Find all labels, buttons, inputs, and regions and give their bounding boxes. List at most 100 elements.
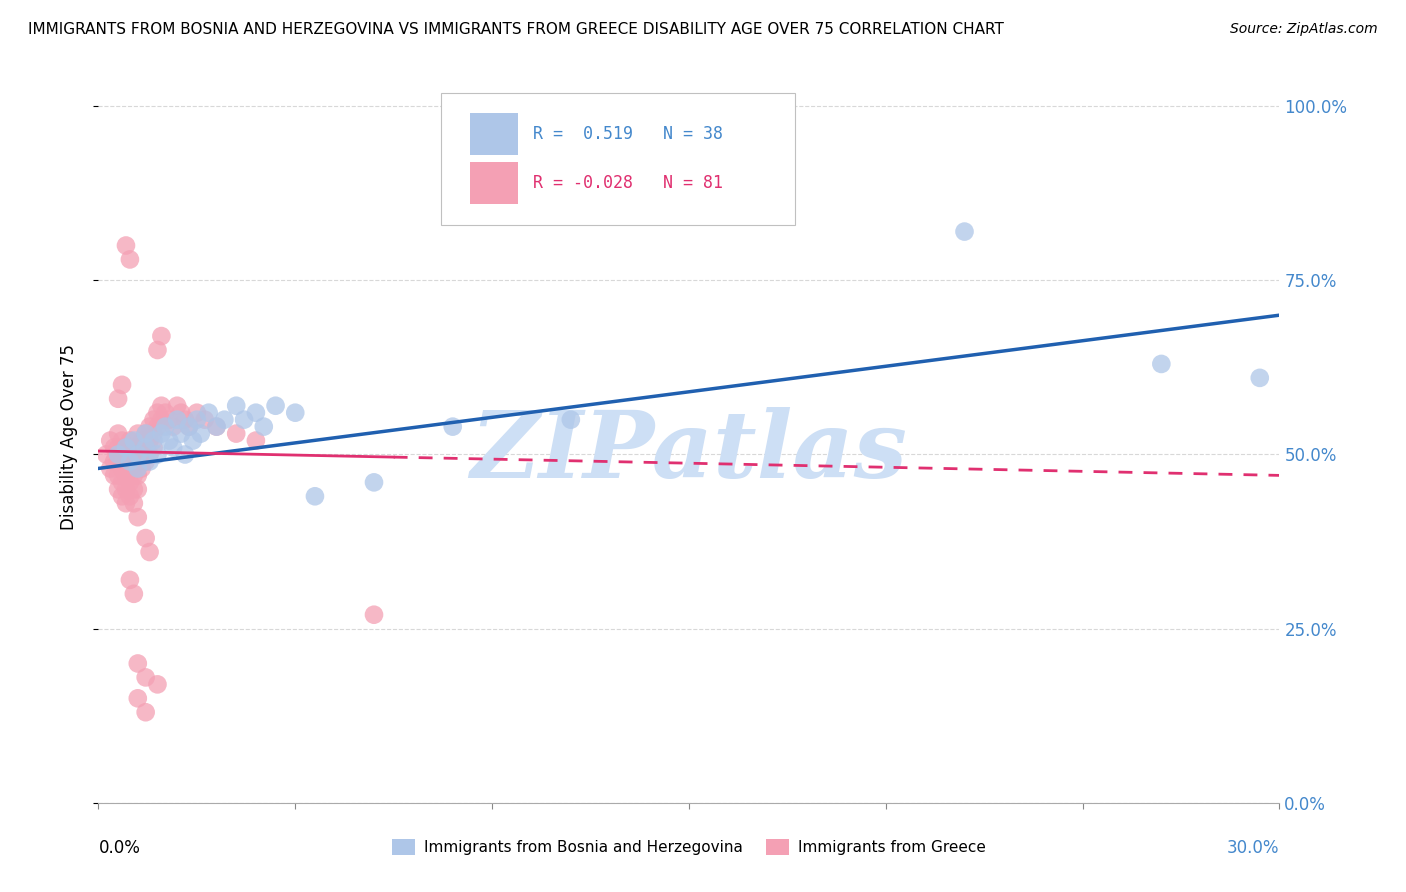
Point — [135, 441, 157, 455]
Point — [284, 406, 307, 420]
Point — [115, 454, 138, 468]
Point — [174, 448, 197, 462]
Point — [115, 483, 138, 497]
Point — [127, 510, 149, 524]
Point — [135, 531, 157, 545]
Point — [122, 468, 145, 483]
Point — [98, 461, 121, 475]
Point — [146, 343, 169, 357]
Point — [150, 412, 173, 426]
Point — [111, 377, 134, 392]
Point — [166, 412, 188, 426]
Point — [135, 441, 157, 455]
Point — [127, 454, 149, 468]
Point — [127, 483, 149, 497]
Point — [194, 412, 217, 426]
Point — [135, 705, 157, 719]
Point — [111, 448, 134, 462]
Text: R =  0.519   N = 38: R = 0.519 N = 38 — [533, 125, 723, 144]
Point — [131, 434, 153, 448]
Point — [155, 406, 177, 420]
Point — [170, 426, 193, 441]
Point — [122, 587, 145, 601]
Point — [363, 607, 385, 622]
Point — [122, 434, 145, 448]
Point — [162, 419, 184, 434]
Point — [107, 392, 129, 406]
Point — [166, 399, 188, 413]
Point — [233, 412, 256, 426]
Point — [1249, 371, 1271, 385]
Point — [107, 454, 129, 468]
Text: 0.0%: 0.0% — [98, 839, 141, 857]
Point — [111, 489, 134, 503]
Point — [146, 448, 169, 462]
Point — [225, 399, 247, 413]
Point — [138, 545, 160, 559]
Point — [560, 412, 582, 426]
Point — [111, 461, 134, 475]
Point — [111, 475, 134, 490]
Point — [181, 434, 204, 448]
Point — [127, 468, 149, 483]
Point — [953, 225, 976, 239]
Point — [138, 434, 160, 448]
Point — [107, 483, 129, 497]
Point — [157, 434, 180, 448]
Point — [103, 454, 125, 468]
Point — [155, 419, 177, 434]
Point — [107, 468, 129, 483]
Point — [122, 496, 145, 510]
Point — [138, 448, 160, 462]
Legend: Immigrants from Bosnia and Herzegovina, Immigrants from Greece: Immigrants from Bosnia and Herzegovina, … — [385, 833, 993, 861]
Point — [127, 426, 149, 441]
FancyBboxPatch shape — [471, 113, 517, 155]
Point — [177, 419, 200, 434]
Y-axis label: Disability Age Over 75: Disability Age Over 75 — [59, 344, 77, 530]
Point — [146, 419, 169, 434]
Point — [127, 691, 149, 706]
Point — [186, 406, 208, 420]
Point — [190, 426, 212, 441]
Point — [118, 475, 141, 490]
Point — [170, 406, 193, 420]
Point — [197, 406, 219, 420]
Point — [107, 441, 129, 455]
Point — [174, 412, 197, 426]
Point — [135, 670, 157, 684]
Point — [115, 238, 138, 252]
Point — [118, 573, 141, 587]
Point — [225, 426, 247, 441]
Point — [157, 412, 180, 426]
Point — [304, 489, 326, 503]
Point — [127, 657, 149, 671]
Point — [118, 252, 141, 267]
Point — [127, 461, 149, 475]
Point — [138, 454, 160, 468]
Point — [253, 419, 276, 434]
Point — [363, 475, 385, 490]
Text: R = -0.028   N = 81: R = -0.028 N = 81 — [533, 174, 723, 193]
Point — [118, 454, 141, 468]
Point — [103, 441, 125, 455]
Point — [115, 441, 138, 455]
Point — [205, 419, 228, 434]
Point — [245, 406, 267, 420]
Point — [150, 426, 173, 441]
Point — [146, 677, 169, 691]
Point — [96, 448, 118, 462]
Text: ZIPatlas: ZIPatlas — [471, 407, 907, 497]
Point — [264, 399, 287, 413]
Text: Source: ZipAtlas.com: Source: ZipAtlas.com — [1230, 22, 1378, 37]
Point — [103, 468, 125, 483]
Point — [131, 448, 153, 462]
Point — [177, 419, 200, 434]
Point — [131, 461, 153, 475]
Point — [118, 489, 141, 503]
Point — [162, 441, 184, 455]
Point — [115, 496, 138, 510]
Point — [122, 441, 145, 455]
Text: IMMIGRANTS FROM BOSNIA AND HERZEGOVINA VS IMMIGRANTS FROM GREECE DISABILITY AGE : IMMIGRANTS FROM BOSNIA AND HERZEGOVINA V… — [28, 22, 1004, 37]
Point — [138, 419, 160, 434]
FancyBboxPatch shape — [471, 162, 517, 204]
